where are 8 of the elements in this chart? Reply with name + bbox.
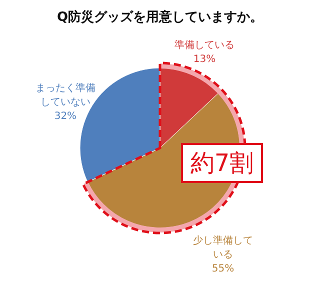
data-label: 13% bbox=[193, 54, 216, 66]
slice-label: 少し準備している bbox=[192, 234, 253, 261]
data-label: 32% bbox=[54, 110, 77, 122]
chart-title: Q防災グッズを用意していますか。 bbox=[56, 9, 264, 25]
slice-label: 準備している bbox=[174, 39, 234, 52]
data-label: 55% bbox=[212, 264, 234, 275]
slice-label: まったく準備していない bbox=[35, 82, 96, 108]
text: 約7割 bbox=[181, 143, 263, 183]
